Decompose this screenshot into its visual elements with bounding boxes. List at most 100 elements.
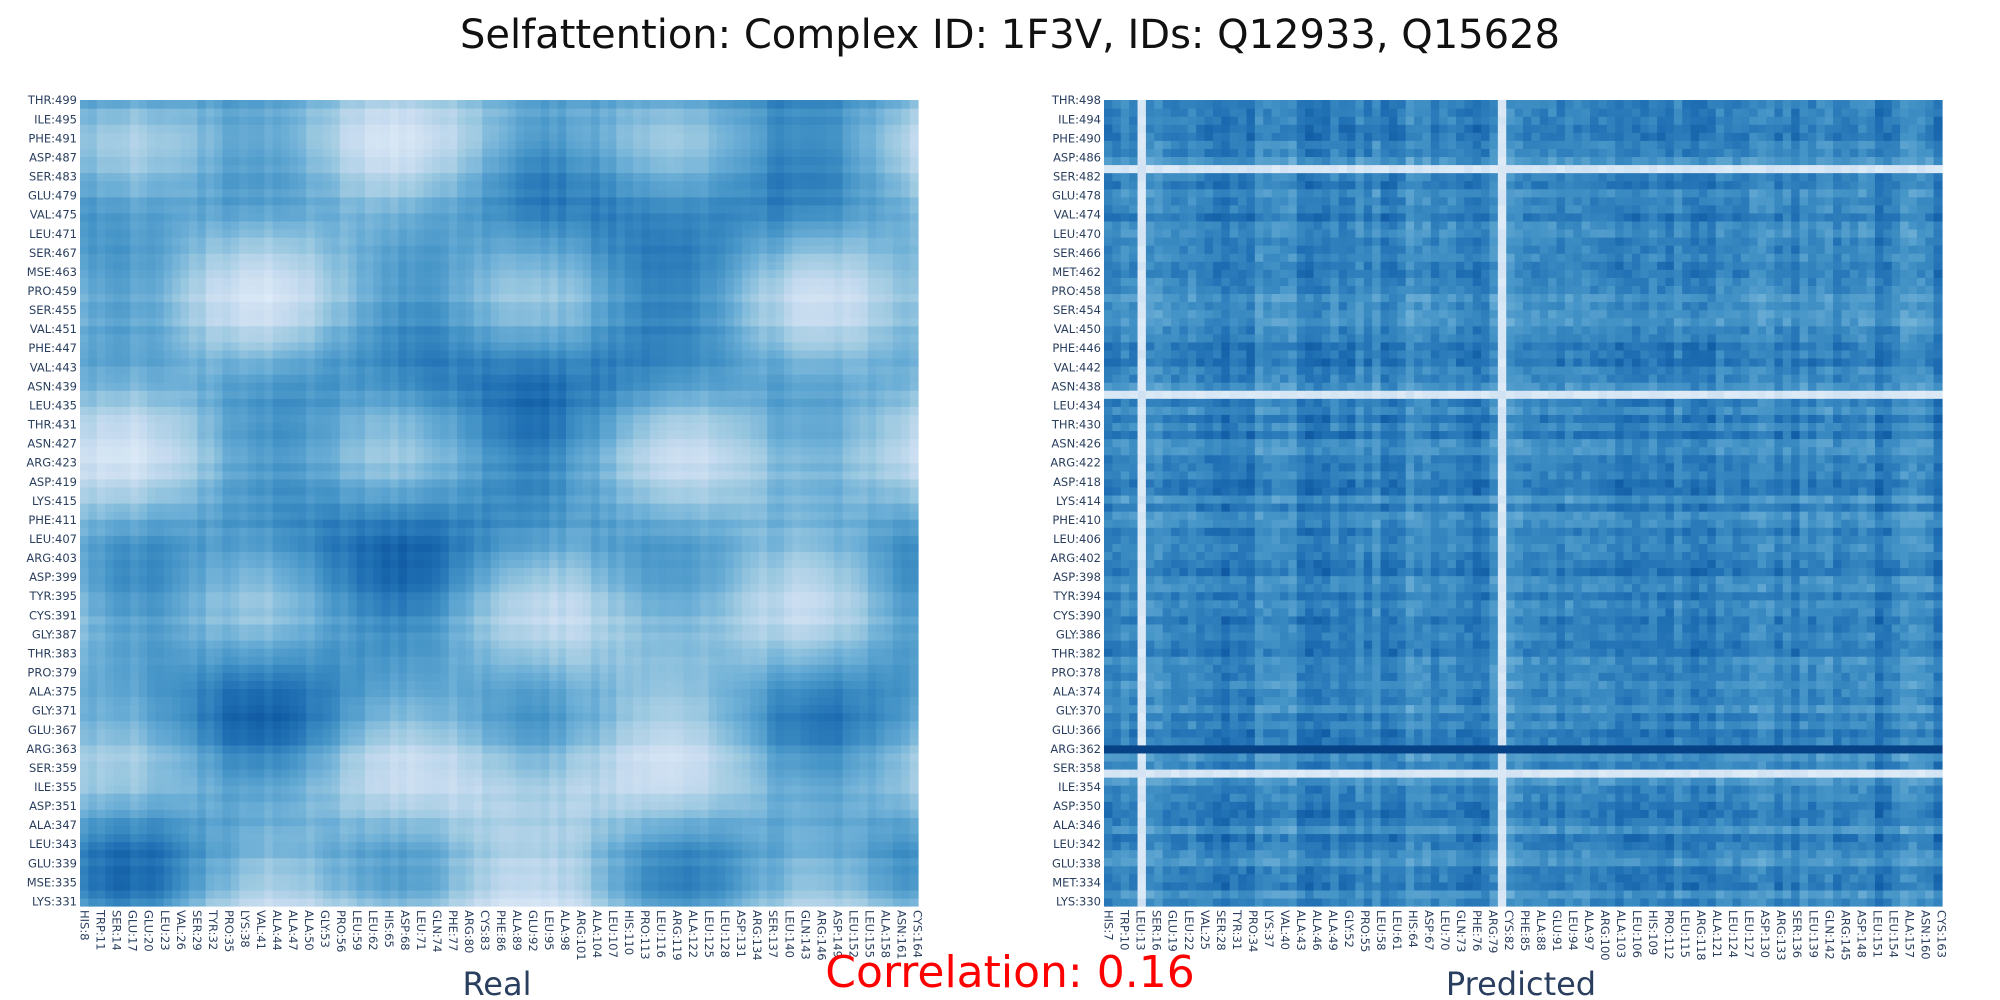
heatmap-cell [457, 688, 467, 698]
heatmap-cell [390, 615, 400, 625]
heatmap-cell [683, 889, 693, 899]
heatmap-cell [532, 825, 542, 835]
heatmap-cell [775, 648, 785, 657]
heatmap-cell [691, 704, 701, 714]
heatmap-cell [733, 543, 743, 552]
heatmap-cell [339, 615, 349, 625]
heatmap-cell [515, 712, 525, 722]
heatmap-cell [524, 889, 534, 899]
heatmap-cell [750, 623, 760, 633]
heatmap-cell [323, 503, 332, 512]
heatmap-cell [825, 849, 835, 859]
heatmap-cell [591, 640, 601, 649]
heatmap-cell [180, 543, 190, 552]
heatmap-cell [641, 607, 651, 617]
heatmap-cell [825, 623, 835, 633]
heatmap-cell [557, 599, 567, 609]
heatmap-cell [289, 688, 299, 698]
heatmap-cell [105, 736, 115, 746]
heatmap-cell [566, 873, 576, 883]
heatmap-cell [825, 760, 835, 770]
heatmap-cell [792, 680, 802, 689]
heatmap-cell [582, 567, 592, 577]
heatmap-cell [147, 760, 157, 770]
heatmap-cell [323, 857, 332, 867]
heatmap-cell [113, 768, 123, 778]
heatmap-cell [364, 897, 374, 907]
heatmap-cell [708, 615, 718, 625]
heatmap-cell [264, 833, 274, 843]
heatmap-cell [557, 527, 567, 536]
heatmap-cell [423, 631, 433, 641]
heatmap-cell [188, 591, 198, 601]
heatmap-cell [121, 712, 131, 722]
heatmap-cell [591, 736, 601, 746]
heatmap-cell [264, 801, 274, 810]
heatmap-cell [147, 889, 157, 899]
heatmap-cell [532, 551, 542, 561]
heatmap-cell [674, 825, 684, 835]
heatmap-cell [473, 897, 483, 907]
heatmap-cell [80, 672, 89, 681]
heatmap-cell [473, 752, 483, 762]
heatmap-cell [373, 793, 383, 802]
heatmap-cell [423, 503, 433, 512]
heatmap-cell [390, 760, 400, 770]
heatmap-cell [490, 615, 500, 625]
heatmap-cell [180, 857, 190, 867]
heatmap-cell [121, 623, 131, 633]
heatmap-cell [607, 728, 617, 738]
heatmap-cell [607, 881, 617, 891]
heatmap-cell [264, 849, 274, 859]
heatmap-cell [909, 809, 919, 818]
heatmap-cell [205, 615, 215, 625]
heatmap-cell [566, 744, 576, 754]
heatmap-cell [255, 599, 265, 609]
heatmap-cell [113, 704, 123, 714]
heatmap-cell [691, 801, 701, 810]
heatmap-cell [423, 849, 433, 859]
heatmap-cell [566, 752, 576, 762]
heatmap-cell [423, 777, 433, 786]
heatmap-cell [892, 712, 902, 722]
heatmap-cell [767, 664, 777, 673]
heatmap-cell [591, 664, 601, 673]
heatmap-cell [532, 696, 542, 706]
heatmap-cell [138, 583, 148, 593]
heatmap-cell [457, 728, 467, 738]
heatmap-cell [373, 728, 383, 738]
heatmap-cell [809, 551, 819, 561]
heatmap-cell [239, 583, 249, 593]
heatmap-cell [364, 519, 374, 528]
heatmap-cell [582, 881, 592, 891]
heatmap-cell [155, 728, 165, 738]
heatmap-cell [733, 583, 743, 593]
heatmap-cell [255, 623, 265, 633]
heatmap-cell [716, 881, 726, 891]
heatmap-cell [255, 535, 265, 544]
heatmap-cell [247, 809, 257, 818]
heatmap-cell [624, 889, 634, 899]
heatmap-cell [297, 833, 307, 843]
heatmap-cell [825, 648, 835, 657]
heatmap-cell [105, 503, 115, 512]
heatmap-cell [599, 680, 609, 689]
heatmap-cell [188, 809, 198, 818]
heatmap-cell [306, 897, 316, 907]
heatmap-cell [373, 656, 383, 665]
heatmap-cell [348, 849, 358, 859]
heatmap-cell [482, 736, 492, 746]
heatmap-cell [591, 833, 601, 843]
heatmap-cell [574, 519, 584, 528]
heatmap-cell [348, 680, 358, 689]
heatmap-cell [616, 575, 626, 585]
heatmap-cell [406, 768, 416, 778]
heatmap-cell [834, 648, 844, 657]
heatmap-cell [633, 768, 643, 778]
heatmap-cell [247, 704, 257, 714]
heatmap-cell [901, 849, 911, 859]
heatmap-cell [490, 760, 500, 770]
heatmap-cell [708, 672, 718, 681]
heatmap-cell [465, 535, 475, 544]
heatmap-cell [700, 664, 710, 673]
